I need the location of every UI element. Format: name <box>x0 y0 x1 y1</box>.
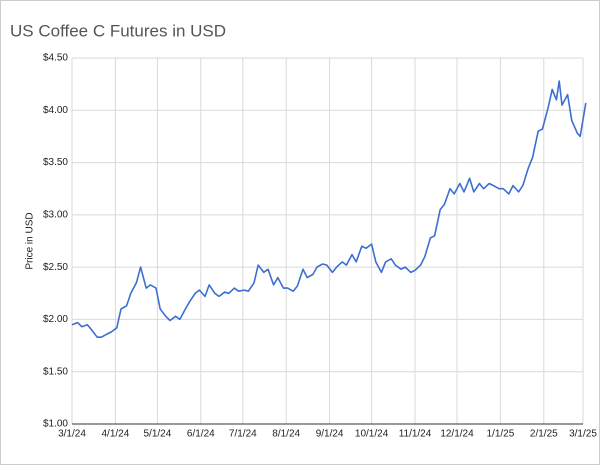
y-tick-label: $4.50 <box>43 53 68 64</box>
x-tick-label: 11/1/24 <box>399 429 432 440</box>
y-tick-label: $2.50 <box>43 262 68 273</box>
x-tick-label: 3/1/25 <box>569 429 597 440</box>
y-tick-label: $1.00 <box>43 419 68 430</box>
price-line <box>71 80 587 338</box>
x-tick-label: 5/1/24 <box>143 429 171 440</box>
x-tick-label: 9/1/24 <box>316 429 344 440</box>
y-tick-label: $2.00 <box>43 314 68 325</box>
y-tick-label: $4.00 <box>43 105 68 116</box>
x-tick-label: 3/1/24 <box>58 429 86 440</box>
x-tick-label: 2/1/25 <box>530 429 558 440</box>
x-tick-label: 7/1/24 <box>229 429 257 440</box>
x-tick-label: 10/1/24 <box>355 429 389 440</box>
x-tick-label: 4/1/24 <box>101 429 129 440</box>
x-tick-label: 8/1/24 <box>272 429 300 440</box>
y-tick-label: $3.00 <box>43 209 68 220</box>
chart-title: US Coffee C Futures in USD <box>10 21 226 40</box>
x-tick-label: 1/1/25 <box>486 429 514 440</box>
x-tick-label: 6/1/24 <box>187 429 215 440</box>
y-tick-label: $1.50 <box>43 366 68 377</box>
x-tick-label: 12/1/24 <box>440 429 474 440</box>
y-tick-label: $3.50 <box>43 157 68 168</box>
y-axis-label: Price in USD <box>25 212 36 269</box>
